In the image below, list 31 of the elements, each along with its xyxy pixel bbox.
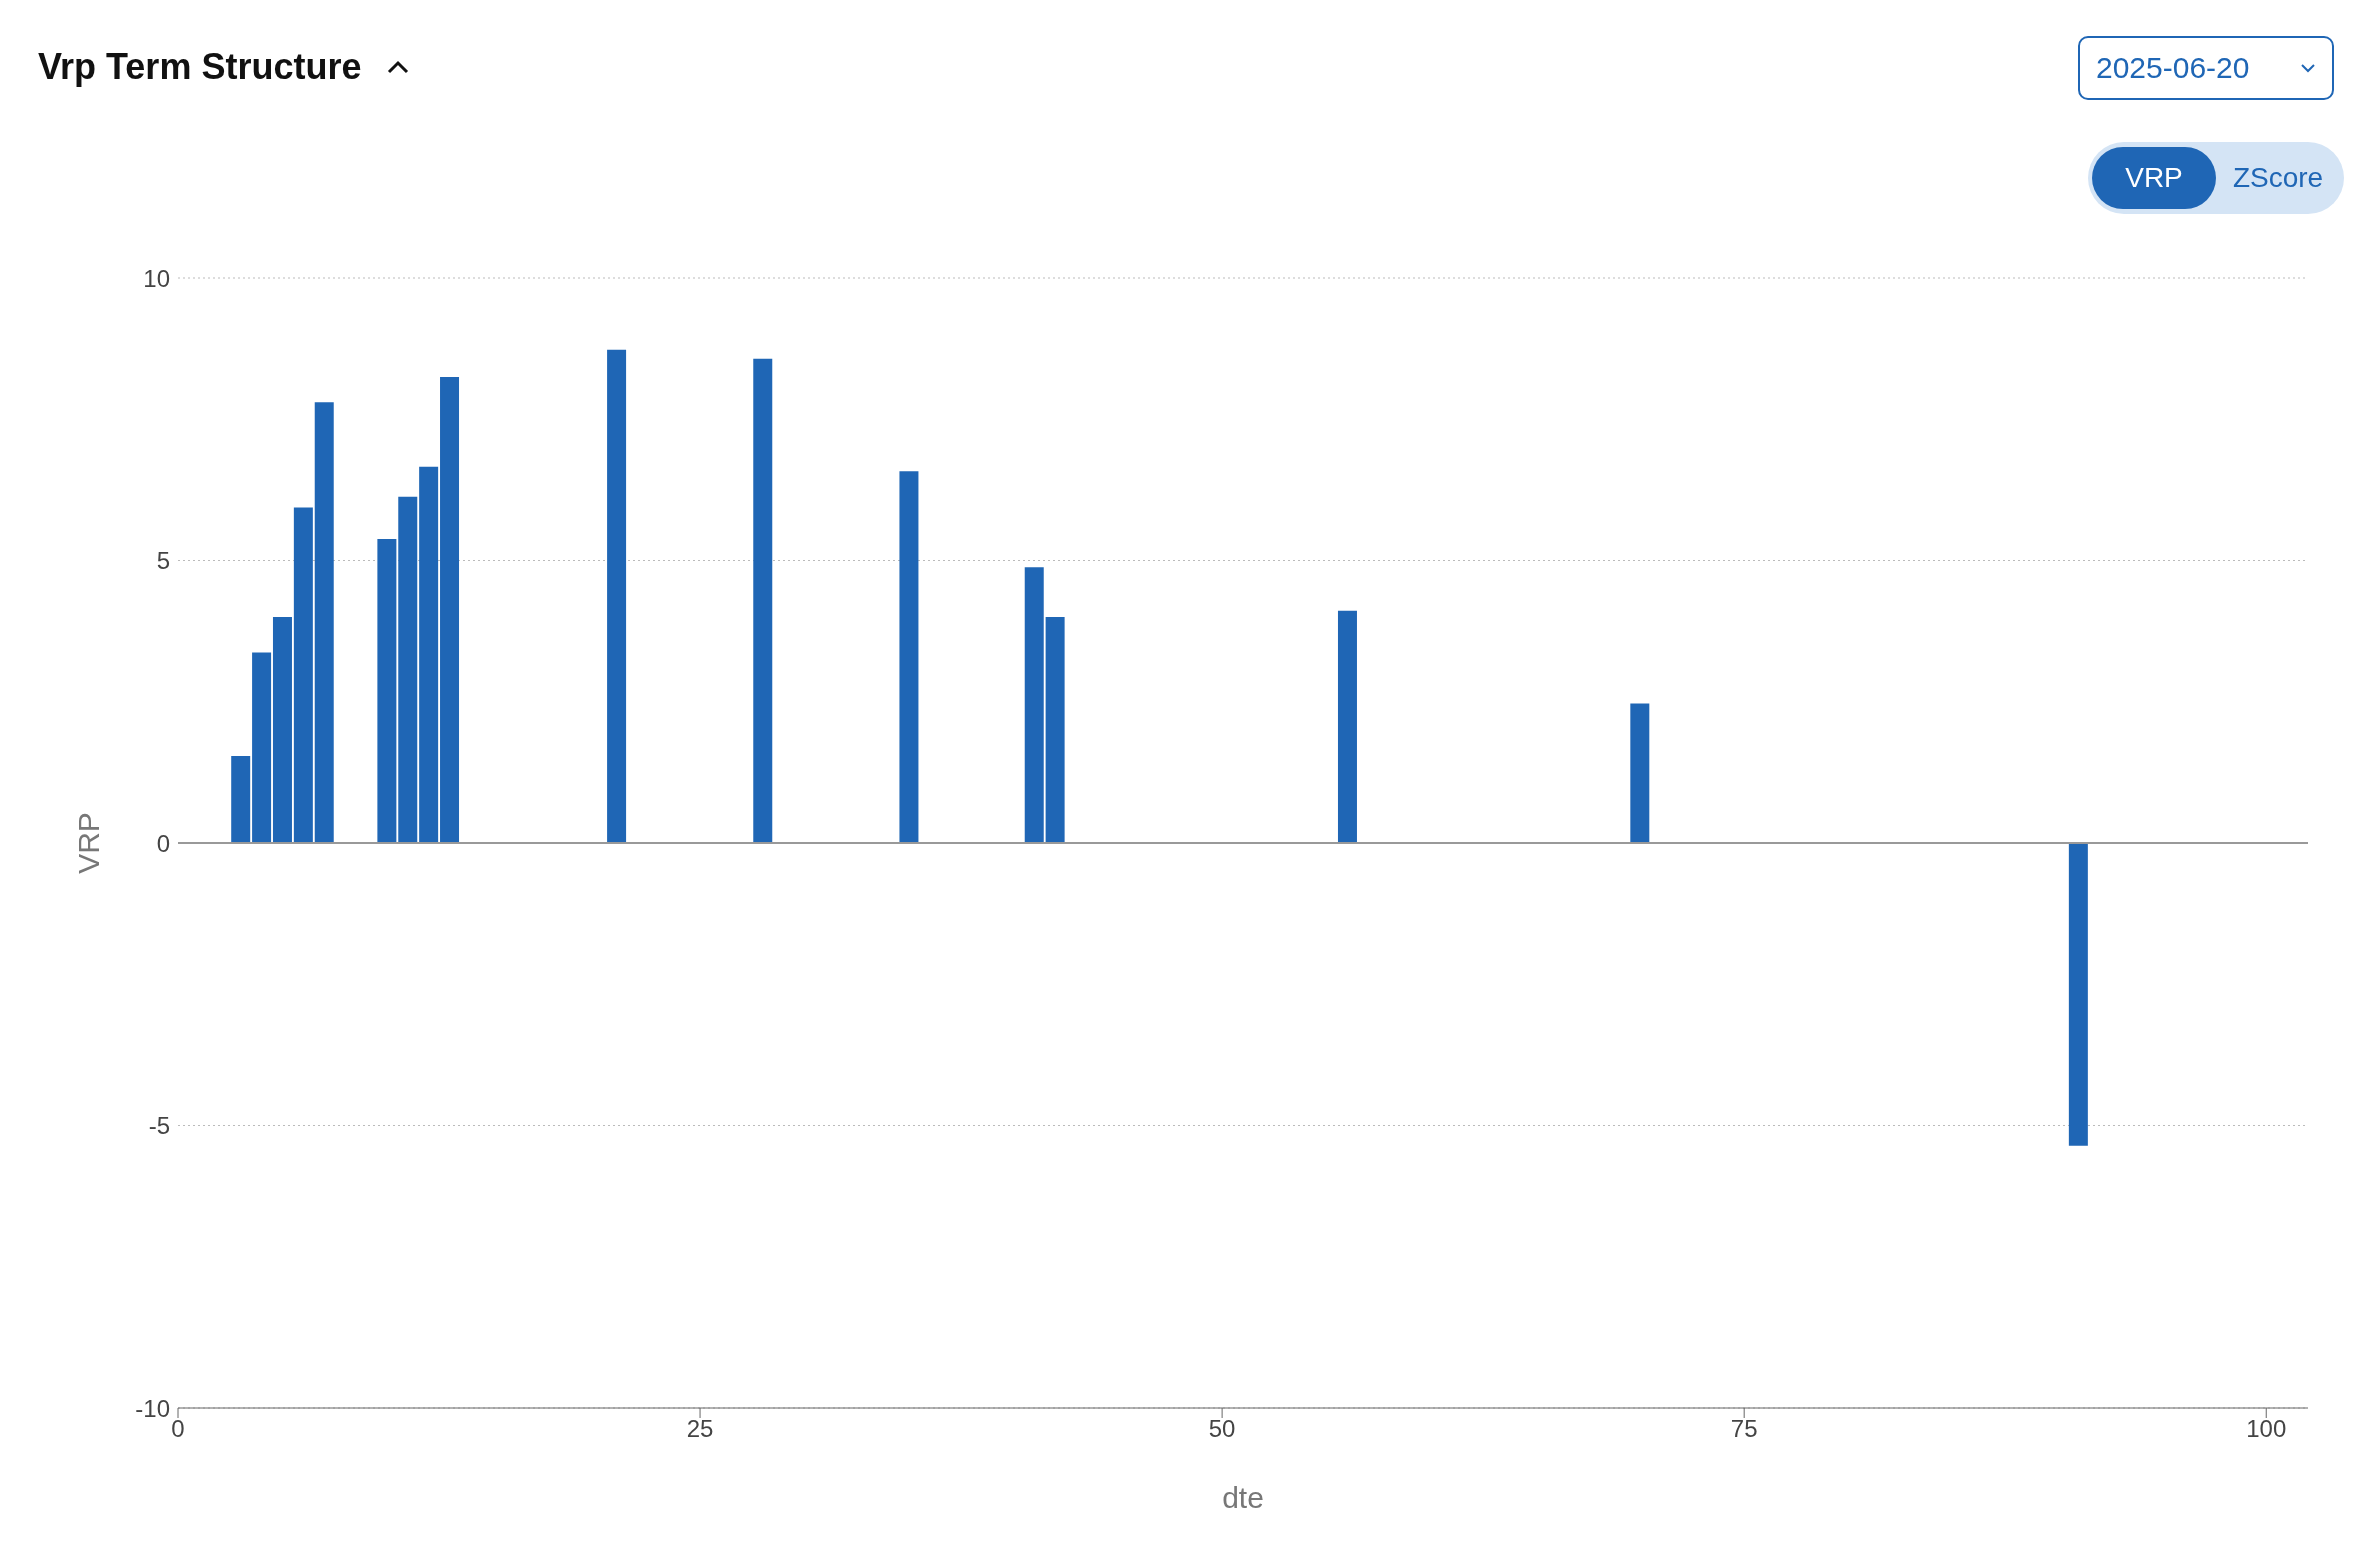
bar [1630,703,1650,843]
x-tick-label: 25 [686,1415,714,1443]
x-tick-label: 50 [1208,1415,1236,1443]
bar [231,755,251,843]
x-tick-label: 100 [2246,1415,2287,1443]
toggle-switch: VRP ZScore [2088,142,2344,214]
bar [607,349,627,843]
y-tick-label: -10 [135,1394,170,1422]
y-tick-label: -5 [148,1112,170,1140]
bar [1045,617,1065,843]
y-tick-label: 0 [156,829,170,857]
bar [1337,610,1357,843]
bar [440,376,460,843]
x-axis-title: dte [1222,1481,1264,1514]
bar [2068,843,2088,1146]
y-tick-label: 10 [143,264,170,292]
bar [293,507,313,843]
date-dropdown: 2025-06-20 [2078,36,2334,100]
bar [272,617,292,843]
y-tick-label: 5 [156,547,170,575]
chart-title: Vrp Term Structure [38,46,362,88]
bar [314,402,334,843]
bar [419,466,439,843]
y-axis-title: VRP [71,812,105,874]
bar [899,471,919,843]
x-tick-label: 75 [1730,1415,1758,1443]
bar [377,539,397,843]
bar [252,652,272,843]
bar [398,496,418,843]
bar [753,358,773,843]
bar [1024,567,1044,843]
